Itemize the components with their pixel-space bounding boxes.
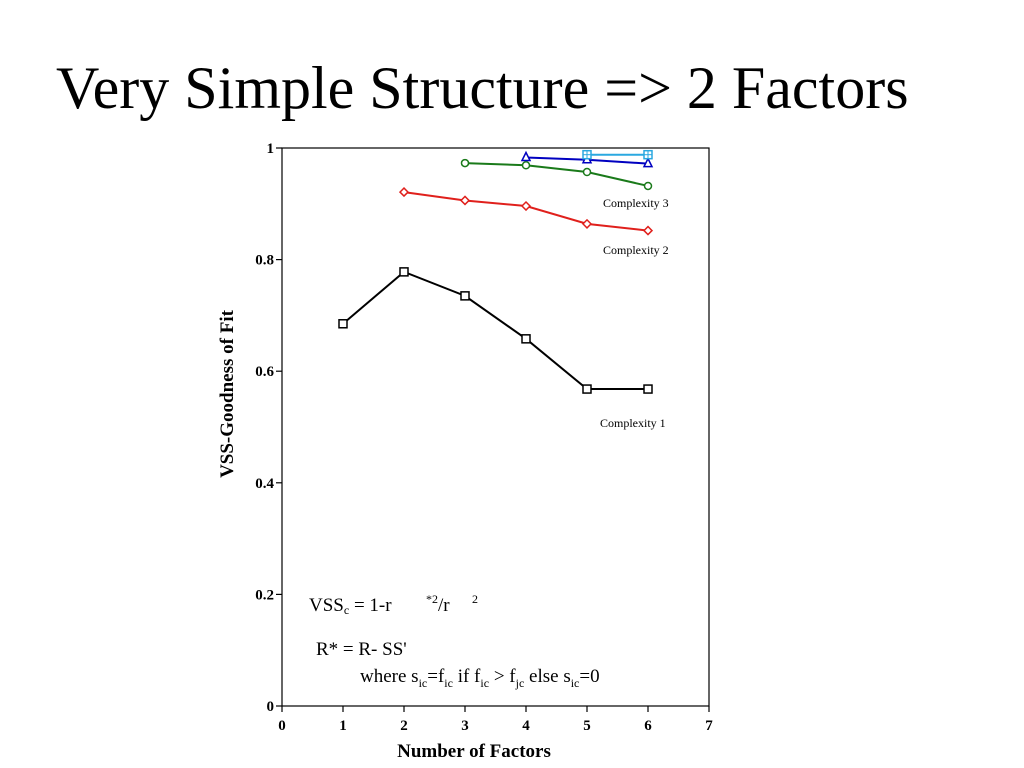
x-tick-label: 7 [705,718,713,734]
x-axis: 0 1 2 3 4 5 6 7 [278,706,713,734]
data-point [398,187,410,198]
series-label-complexity-3: Complexity 3 [603,196,669,210]
slide-title: Very Simple Structure => 2 Factors [56,55,909,121]
series-2 [398,187,654,236]
data-point [520,200,532,212]
y-tick-label: 0 [267,699,275,715]
data-point [521,334,531,344]
data-point [520,150,532,162]
x-tick-label: 2 [400,718,408,734]
formula-r-star: R* = R- SS' [316,639,407,660]
x-tick-label: 4 [522,718,530,734]
data-point [582,384,592,394]
data-point [643,181,653,191]
y-axis-title: VSS-Goodness of Fit [217,309,238,478]
plot-frame [281,147,710,707]
y-tick-label: 0.4 [255,476,274,492]
series-line [342,270,648,391]
series-4 [520,150,654,168]
series-label-complexity-1: Complexity 1 [600,416,666,430]
data-point [338,319,348,329]
data-point [459,195,471,206]
series-1 [338,267,653,394]
x-axis-title: Number of Factors [397,741,551,762]
x-tick-label: 5 [583,718,591,734]
series-layer [338,149,654,394]
series-3 [460,158,653,191]
formula-vss: VSSc = 1-r *2/r 2 [309,592,478,617]
x-tick-label: 6 [644,718,652,734]
data-point [643,149,653,160]
series-5 [582,149,653,160]
y-tick-label: 0.6 [255,364,274,380]
data-point [642,225,654,236]
data-point [521,161,531,170]
y-tick-label: 0.2 [255,587,274,603]
data-point [460,158,470,168]
x-tick-label: 0 [278,718,286,734]
data-point [399,267,409,277]
y-tick-label: 0.8 [255,253,274,269]
formula-where: where sic=fic if fic > fjc else sic=0 [360,666,600,690]
x-tick-label: 3 [461,718,469,734]
data-point [642,156,654,168]
data-point [460,291,470,301]
data-point [582,167,592,177]
data-point [643,384,653,394]
x-tick-label: 1 [339,718,347,734]
y-axis: 0 0.2 0.4 0.6 0.8 1 [255,141,282,715]
series-line [464,162,649,187]
data-point [581,218,593,229]
y-tick-label: 1 [267,141,275,157]
data-point [582,149,592,160]
series-label-complexity-2: Complexity 2 [603,243,669,257]
